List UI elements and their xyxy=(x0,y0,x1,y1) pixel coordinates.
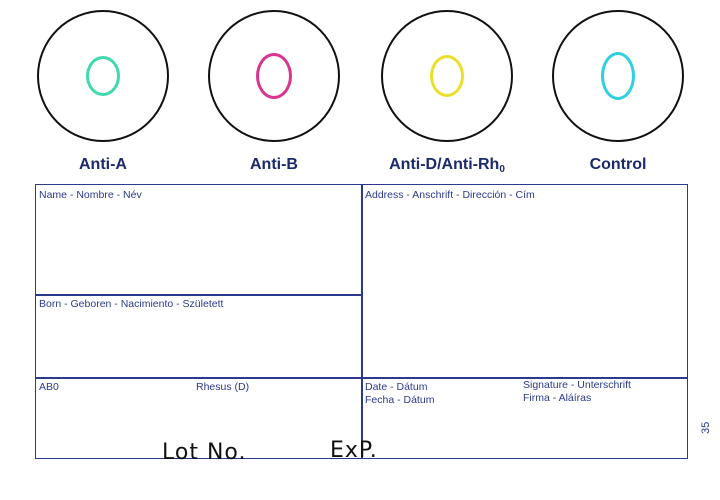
anti-d-well xyxy=(381,10,513,142)
form-divider-bottom-row xyxy=(36,377,687,379)
address-field-label[interactable]: Address - Anschrift - Dirección - Cím xyxy=(365,189,535,201)
date-field-label-alt: Fecha - Dátum xyxy=(365,394,435,406)
control-well xyxy=(552,10,684,142)
anti-b-well xyxy=(208,10,340,142)
anti-d-label: Anti-D/Anti-Rh0 xyxy=(357,156,537,175)
signature-field-label-alt: Firma - Aláíras xyxy=(523,392,592,404)
anti-d-label-main: Anti-D/Anti-Rh xyxy=(389,156,500,173)
control-ring xyxy=(601,52,635,100)
anti-b-label: Anti-B xyxy=(250,156,298,173)
control-label: Control xyxy=(589,156,647,173)
patient-form: Name - Nombre - Név Address - Anschrift … xyxy=(35,184,688,459)
anti-d-label-sub: 0 xyxy=(499,164,505,175)
card-number: 35 xyxy=(700,421,712,434)
form-divider-name-born xyxy=(36,294,362,296)
anti-a-label: Anti-A xyxy=(79,156,127,173)
born-field-label[interactable]: Born - Geboren - Nacimiento - Született xyxy=(39,298,224,310)
anti-a-well xyxy=(37,10,169,142)
lot-number-handwriting: Lot No. xyxy=(162,440,247,465)
date-field-label[interactable]: Date - Dátum xyxy=(365,381,428,393)
form-vertical-divider xyxy=(361,185,363,458)
rhesus-field-label[interactable]: Rhesus (D) xyxy=(196,381,250,393)
anti-a-ring xyxy=(86,56,120,96)
expiry-handwriting: ExP. xyxy=(330,438,378,463)
anti-d-ring xyxy=(430,55,464,97)
abo-field-label[interactable]: AB0 xyxy=(39,381,59,393)
name-field-label[interactable]: Name - Nombre - Név xyxy=(39,189,142,201)
anti-b-ring xyxy=(256,53,292,99)
signature-field-label[interactable]: Signature - Unterschrift xyxy=(523,379,631,391)
